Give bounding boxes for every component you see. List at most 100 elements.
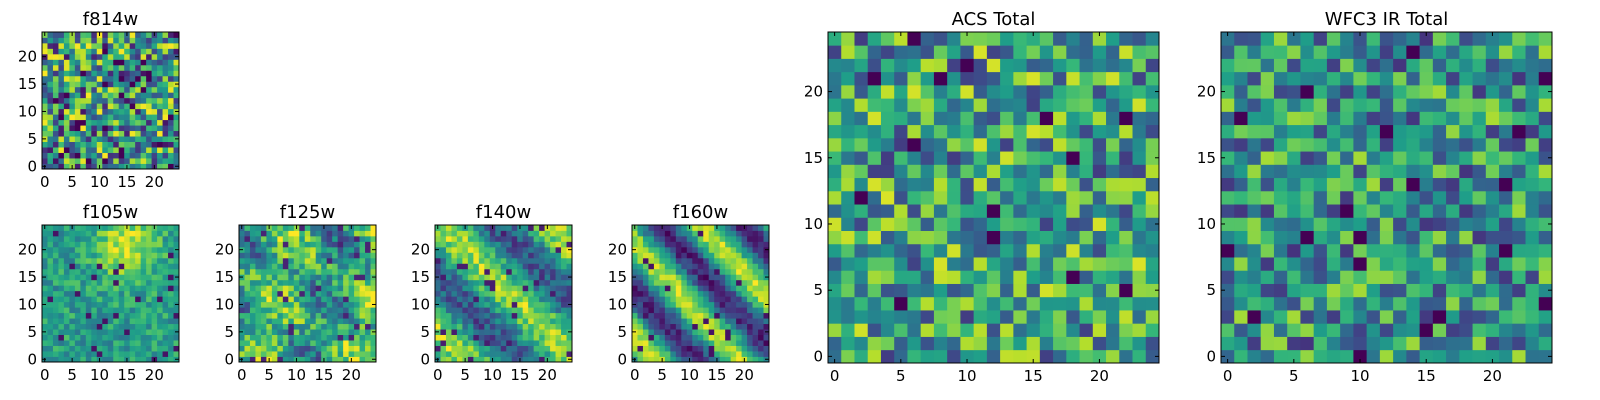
heatmap-cell [752, 285, 759, 292]
heatmap-cell [58, 329, 65, 335]
heatmap-cell [500, 225, 507, 231]
heatmap-cell [58, 141, 65, 148]
heatmap-cell [828, 58, 842, 73]
heatmap-cell [118, 97, 125, 104]
heatmap-cell [686, 257, 693, 264]
heatmap-cell [151, 230, 158, 237]
heatmap-cell [1000, 151, 1014, 165]
heatmap-cell [489, 263, 496, 270]
heatmap-cell [96, 125, 103, 132]
heatmap-cell [91, 257, 98, 264]
heatmap-cell [124, 345, 131, 352]
heatmap-cell [1353, 124, 1368, 139]
heatmap-cell [1145, 164, 1160, 179]
heatmap-cell [907, 217, 922, 231]
heatmap-cell [63, 241, 70, 248]
heatmap-cell [1538, 137, 1553, 152]
heatmap-cell [561, 340, 567, 346]
heatmap-cell [1340, 204, 1354, 218]
heatmap-cell [168, 356, 174, 363]
heatmap-cell [730, 246, 737, 253]
heatmap-cell [58, 42, 65, 49]
heatmap-cell [920, 323, 935, 337]
heatmap-cell [544, 340, 551, 346]
heatmap-cell [1000, 230, 1014, 245]
heatmap-cell [854, 310, 869, 324]
heatmap-cell [867, 349, 882, 364]
heatmap-cell [271, 290, 278, 297]
heatmap-cell [828, 270, 842, 284]
heatmap-cell [920, 84, 935, 99]
heatmap-cell [118, 64, 125, 71]
heatmap-cell [337, 252, 344, 259]
heatmap-cell [484, 329, 491, 335]
heatmap-cell [102, 163, 109, 170]
heatmap-cell [74, 152, 81, 159]
heatmap-cell [539, 323, 545, 330]
heatmap-cell [1079, 71, 1094, 86]
heatmap-cell [151, 268, 158, 275]
heatmap-cell [135, 125, 142, 132]
heatmap-cell [168, 75, 174, 82]
heatmap-cell [973, 310, 988, 324]
heatmap-cell [365, 323, 371, 330]
heatmap-cell [960, 349, 975, 364]
heatmap-cell [135, 108, 142, 115]
heatmap-cell [271, 345, 278, 352]
heatmap-cell [1132, 190, 1147, 205]
heatmap-cell [310, 257, 317, 264]
heatmap-cell [467, 318, 474, 325]
heatmap-cell [58, 130, 65, 137]
heatmap-cell [675, 285, 682, 292]
heatmap-cell [1287, 124, 1301, 139]
heatmap-cell [1287, 296, 1301, 311]
heatmap-cell [129, 163, 136, 170]
heatmap-cell [162, 263, 169, 270]
heatmap-cell [1066, 310, 1080, 324]
heatmap-cell [1406, 190, 1420, 205]
heatmap-cell [907, 32, 922, 46]
y-tick-label: 5 [1206, 281, 1216, 299]
heatmap-cell [113, 141, 120, 148]
heatmap-cell [162, 152, 169, 159]
heatmap-cell [714, 351, 721, 357]
heatmap-cell [637, 257, 644, 264]
heatmap-cell [332, 290, 339, 297]
heatmap-cell [162, 279, 169, 286]
heatmap-cell [500, 246, 507, 253]
heatmap-cell [736, 246, 742, 253]
heatmap-cell [544, 257, 551, 264]
heatmap-cell [365, 290, 371, 297]
heatmap-cell [473, 279, 480, 286]
heatmap-cell [1260, 58, 1275, 73]
heatmap-cell [1340, 151, 1354, 165]
heatmap-cell [140, 274, 147, 281]
heatmap-cell [947, 217, 961, 231]
heatmap-cell [566, 235, 573, 242]
heatmap-cell [719, 356, 726, 363]
heatmap-cell [528, 268, 535, 275]
heatmap-cell [135, 312, 142, 319]
heatmap-cell [747, 246, 753, 253]
heatmap-cell [321, 285, 328, 292]
heatmap-cell [96, 48, 103, 55]
heatmap-cell [47, 130, 54, 137]
heatmap-cell [151, 147, 158, 153]
heatmap-cell [69, 42, 76, 49]
heatmap-cell [478, 225, 485, 231]
heatmap-cell [642, 334, 649, 341]
heatmap-cell [151, 92, 158, 99]
heatmap-cell [96, 59, 103, 66]
heatmap-cell [675, 345, 682, 352]
heatmap-cell [752, 290, 759, 297]
heatmap-cell [1039, 71, 1054, 86]
heatmap-cell [326, 230, 333, 237]
heatmap-cell [91, 225, 98, 231]
heatmap-cell [107, 274, 114, 281]
heatmap-cell [1432, 177, 1447, 192]
heatmap-cell [730, 285, 737, 292]
heatmap-cell [758, 257, 764, 264]
heatmap-cell [1273, 32, 1288, 46]
heatmap-cell [107, 59, 114, 66]
heatmap-cell [354, 252, 360, 259]
